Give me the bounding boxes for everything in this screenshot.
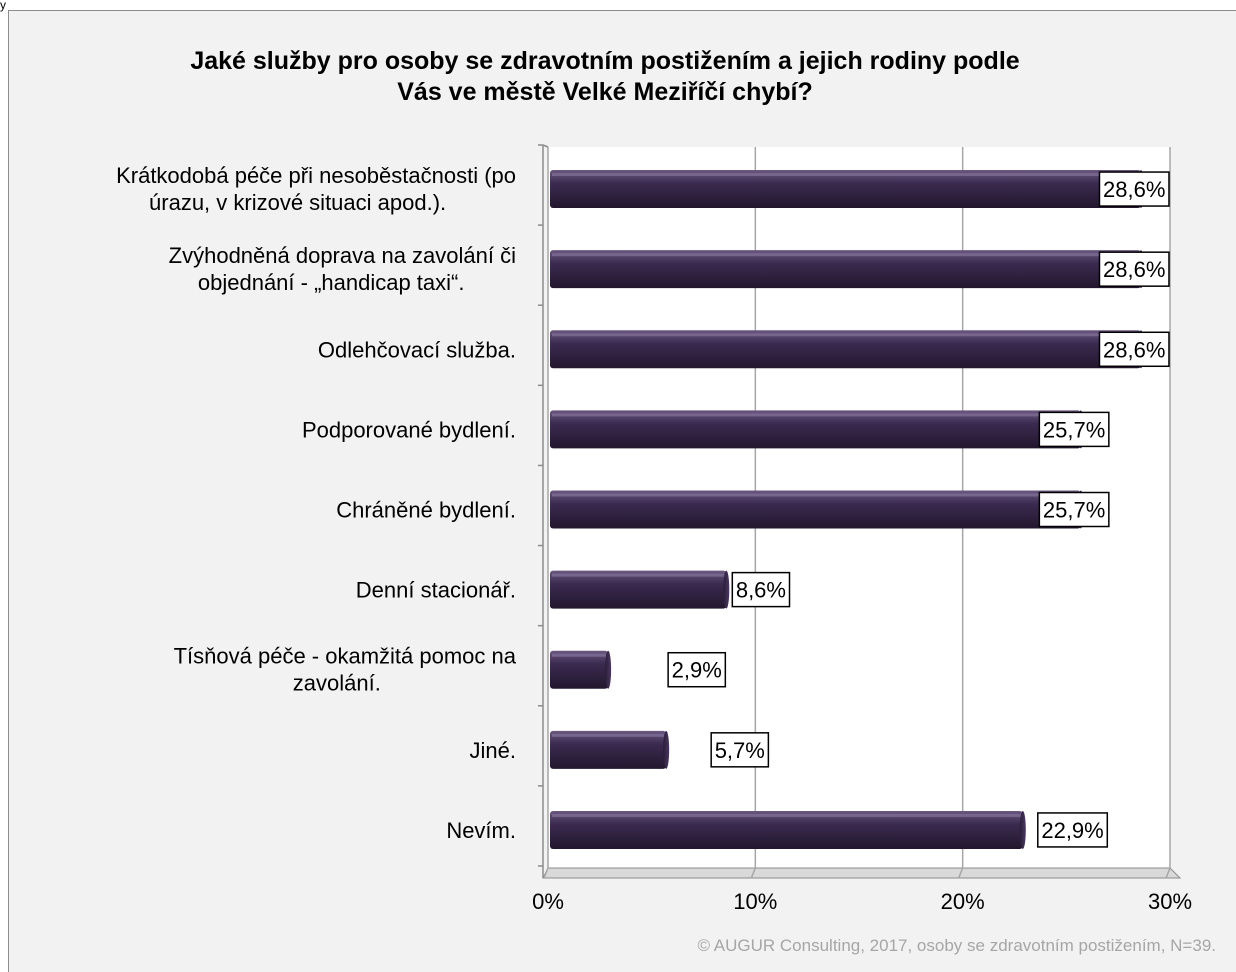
bar-highlight [552,573,725,577]
bar-highlight [552,333,1139,337]
data-label-box [1038,411,1110,448]
data-label: 5,7% [715,738,765,763]
bar-highlight [552,253,1139,257]
data-label-box [1098,251,1170,287]
gridline-floor [1165,867,1171,879]
data-label: 22,9% [1041,818,1103,843]
category-label: Krátkodobá péče při nesoběstačnosti (po [116,163,516,188]
data-label-box [1098,331,1170,368]
gridline-floor [957,867,964,879]
plot-floor [542,867,1182,879]
category-label: Podporované bydlení. [302,417,516,442]
bar [550,490,1081,529]
bar-end-cap [1019,810,1026,849]
data-label-box [667,651,727,688]
x-tick-label: 30% [1148,889,1192,914]
data-label: 28,6% [1103,257,1165,282]
data-label: 28,6% [1103,337,1165,362]
bar-highlight [552,733,665,737]
bar-end-cap [723,570,730,609]
data-label-box [1098,171,1170,207]
bar [550,410,1081,449]
bar-end-cap [605,650,612,689]
bar-highlight [552,813,1021,817]
bar [550,170,1141,209]
bar [550,250,1141,289]
category-label: Nevím. [446,818,516,843]
bar-highlight [552,173,1139,177]
chart-title: Jaké služby pro osoby se zdravotním post… [190,47,1020,106]
x-tick-label: 10% [733,889,777,914]
category-label: Jiné. [470,738,516,763]
category-label: Tísňová péče - okamžitá pomoc na [174,644,517,669]
category-label: úrazu, v krizové situaci apod.). [149,190,446,215]
category-label: Chráněné bydlení. [336,498,516,523]
bar [550,810,1023,849]
data-label: 25,7% [1043,498,1105,523]
bar-highlight [552,413,1079,417]
data-label: 25,7% [1043,417,1105,442]
category-label: Denní stacionář. [356,578,516,603]
category-label: objednání - „handicap taxi“. [198,270,465,295]
data-label: 28,6% [1103,177,1165,202]
data-label-box [731,571,791,608]
x-tick-label: 0% [532,889,564,914]
data-label-box [1037,812,1109,848]
category-label: Odlehčovací služba. [318,337,516,362]
corner-mark: y [0,0,6,12]
data-label-box [1038,491,1110,528]
category-label: Zvýhodněná doprava na zavolání či [169,243,516,268]
data-label: 2,9% [672,658,722,683]
bar [550,330,1141,369]
bar-end-cap [663,730,670,769]
category-label: zavolání. [293,671,381,696]
data-label: 8,6% [736,578,786,603]
gridline-floor [543,867,549,879]
bar-highlight [552,653,607,657]
data-label-box [710,732,770,768]
bar [550,730,667,769]
gridline-floor [750,867,757,879]
axis-top-edge [542,144,549,148]
bar [550,650,609,689]
bar-highlight [552,493,1079,497]
x-tick-label: 20% [941,889,985,914]
bar [550,570,727,609]
source-credit: © AUGUR Consulting, 2017, osoby se zdrav… [697,936,1216,955]
